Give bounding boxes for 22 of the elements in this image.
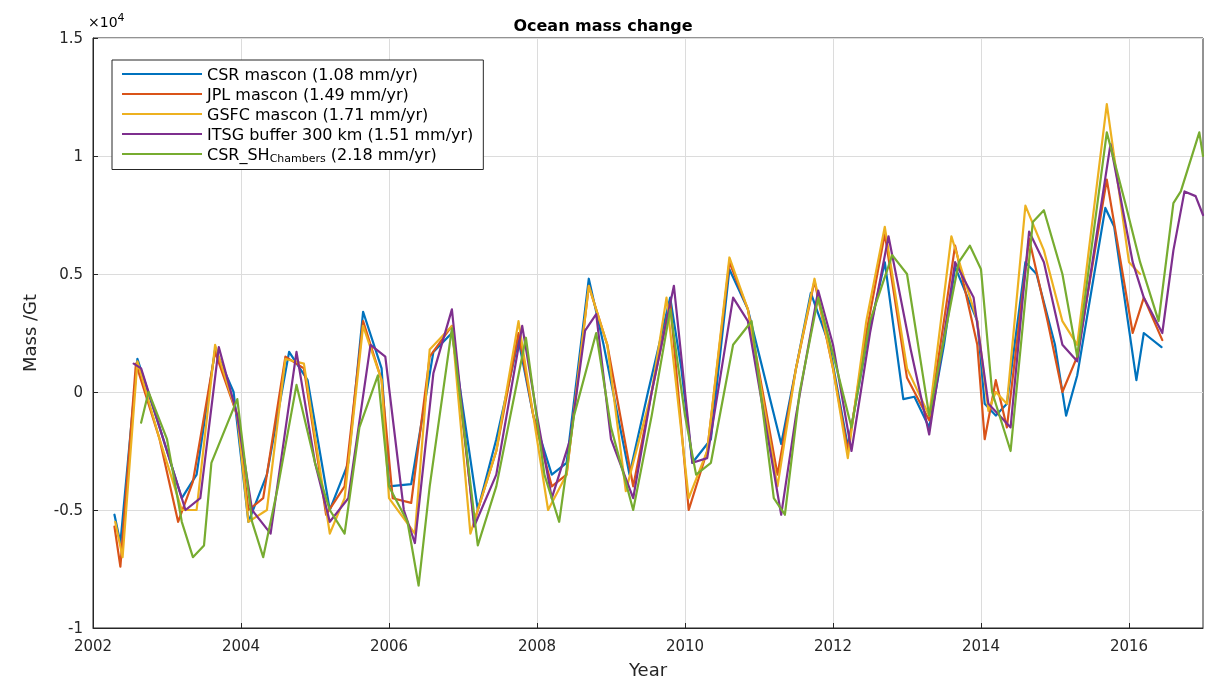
- x-tick-label: 2002: [73, 636, 113, 655]
- y-tick-label: 0.5: [59, 265, 83, 283]
- x-tick-label: 2004: [221, 636, 261, 655]
- x-tick-label: 2012: [813, 636, 853, 655]
- y-tick-label: -1: [68, 619, 83, 637]
- chart-title: Ocean mass change: [513, 15, 693, 35]
- x-tick-label: 2006: [369, 636, 409, 655]
- legend-label: GSFC mascon (1.71 mm/yr): [207, 104, 429, 124]
- y-tick-label: 1: [73, 147, 83, 165]
- x-tick-label: 2016: [1109, 636, 1149, 655]
- x-tick-label: 2010: [665, 636, 705, 655]
- y-tick-label: 0: [73, 383, 83, 401]
- line-series: [114, 102, 1142, 559]
- x-tick-label: 2008: [517, 636, 557, 655]
- legend-label: JPL mascon (1.49 mm/yr): [206, 84, 409, 104]
- y-axis-title: Mass /Gt: [18, 293, 40, 373]
- y-tick-label: 1.5: [59, 29, 83, 47]
- legend-label: ITSG buffer 300 km (1.51 mm/yr): [207, 124, 474, 144]
- x-tick-label: 2014: [961, 636, 1001, 655]
- legend-label: CSR mascon (1.08 mm/yr): [207, 64, 418, 84]
- y-tick-label: -0.5: [53, 501, 83, 519]
- x-axis-title: Year: [627, 658, 668, 680]
